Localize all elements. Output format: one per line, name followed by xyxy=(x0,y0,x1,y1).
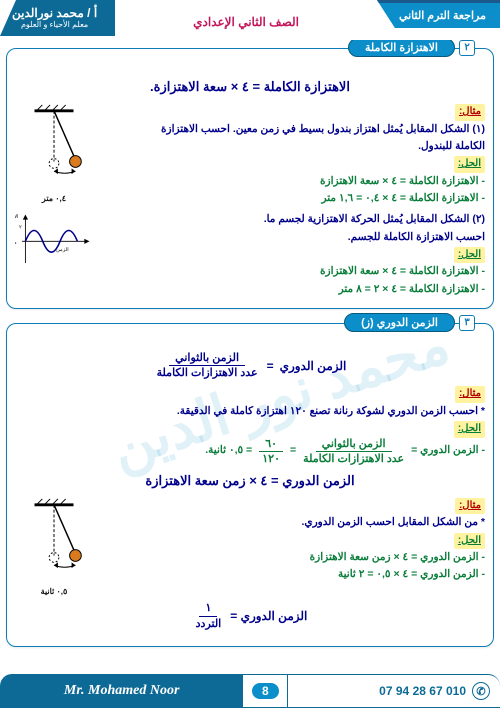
zero-label: صفر xyxy=(15,240,17,246)
solution-line: - الاهتزازة الكاملة = ٤ × ٢ = ٨ متر xyxy=(99,281,485,298)
review-label: مراجعة الترم الثاني xyxy=(399,9,486,22)
example-line: * احسب الزمن الدوري لشوكة رنانة تصنع ١٢٠… xyxy=(15,403,485,420)
example-block: مثال: xyxy=(99,103,485,121)
review-tab: مراجعة الترم الثاني xyxy=(377,0,500,28)
content-area: ٢ الاهتزازة الكاملة الاهتزازة الكاملة = … xyxy=(0,40,500,667)
phone-number: 010 67 28 94 07 xyxy=(379,684,466,698)
grade-label: الصف الثاني الإعدادي xyxy=(115,0,377,40)
solution-block: الحل: xyxy=(99,532,485,550)
main-formula: الاهتزازة الكاملة = ٤ × سعة الاهتزازة. xyxy=(15,79,485,95)
section-tab: ٣ الزمن الدوري (ز) xyxy=(344,313,475,332)
solution-tag: الحل: xyxy=(454,533,485,550)
section-number: ٣ xyxy=(459,315,475,331)
phone-icon: ✆ xyxy=(472,682,490,700)
section-number: ٢ xyxy=(459,40,475,56)
solution-line: - الزمن الدوري = ٤ × ٠,٥ = ٢ ثانية xyxy=(99,566,485,583)
footer-phone-box: ✆ 010 67 28 94 07 xyxy=(287,674,500,708)
wave-icon: الإزاحة الزمن ٢ صفر xyxy=(15,211,93,272)
pendulum-icon xyxy=(15,103,93,191)
axis-y-label: الإزاحة xyxy=(15,214,18,220)
example-line: * من الشكل المقابل احسب الزمن الدوري. xyxy=(99,514,485,531)
page-number: 8 xyxy=(252,683,279,699)
section-title: الاهتزازة الكاملة xyxy=(348,40,455,57)
solution-tag: الحل: xyxy=(454,421,485,438)
sol-result: = ٠,٥ ثانية. xyxy=(205,442,252,459)
tick-label: ٢ xyxy=(19,225,22,231)
formula-2: الزمن الدوري = ٤ × زمن سعة الاهتزازة xyxy=(15,473,485,489)
example-line: (٢) الشكل المقابل يُمثل الحركة الاهتزازي… xyxy=(99,211,485,228)
author-name: Mr. Mohamed Noor xyxy=(0,674,243,708)
solution-line: - الاهتزازة الكاملة = ٤ × ٠,٤ = ١,٦ متر xyxy=(99,190,485,207)
section-title: الزمن الدوري (ز) xyxy=(344,313,455,332)
teacher-name: أ / محمد نورالدين xyxy=(12,6,97,20)
example-line: الكاملة للبندول. xyxy=(99,138,485,155)
example-line: احسب الاهتزازة الكاملة للجسم. xyxy=(99,229,485,246)
wave-figure: الإزاحة الزمن ٢ صفر xyxy=(15,211,93,275)
solution-line: - الاهتزازة الكاملة = ٤ × سعة الاهتزازة xyxy=(99,173,485,190)
formula-lhs: الزمن الدوري xyxy=(280,359,347,373)
example-line: (١) الشكل المقابل يُمثل اهتزاز بندول بسي… xyxy=(99,121,485,138)
formula-lhs: الزمن الدوري = xyxy=(230,609,307,623)
section-period: ٣ الزمن الدوري (ز) الزمن الدوري = الزمن … xyxy=(6,323,494,647)
period-formula: الزمن الدوري = الزمن بالثواني عدد الاهتز… xyxy=(15,352,485,379)
formula-fraction: الزمن بالثواني عدد الاهتزازات الكاملة xyxy=(157,352,258,379)
sol-prefix: - الزمن الدوري = xyxy=(411,442,485,459)
solution-block: الحل: xyxy=(15,420,485,438)
axis-x-label: الزمن xyxy=(56,247,69,253)
solution-equation: - الزمن الدوري = الزمن بالثواني عدد الاه… xyxy=(15,438,485,465)
page-footer: ✆ 010 67 28 94 07 8 Mr. Mohamed Noor xyxy=(0,674,500,708)
fraction: ١ التردد xyxy=(196,602,222,629)
solution-tag: الحل: xyxy=(454,247,485,264)
teacher-box: أ / محمد نورالدين معلم الأحياء و العلوم xyxy=(0,0,115,36)
figure-caption: ٠,٥ ثانية xyxy=(15,587,93,596)
example-block: مثال: xyxy=(99,497,485,515)
solution-block: الحل: xyxy=(99,155,485,173)
pendulum-icon xyxy=(15,497,93,585)
page-header: مراجعة الترم الثاني الصف الثاني الإعدادي… xyxy=(0,0,500,40)
example-tag: مثال: xyxy=(455,498,485,515)
example-tag: مثال: xyxy=(455,104,485,121)
page-number-box: 8 xyxy=(243,674,287,708)
figure-caption: ٠,٤ متر xyxy=(15,194,93,203)
teacher-subtitle: معلم الأحياء و العلوم xyxy=(21,20,88,30)
example-block: مثال: xyxy=(15,385,485,403)
fraction: الزمن بالثواني عدد الاهتزازات الكاملة xyxy=(303,438,404,465)
pendulum-figure: ٠,٤ متر xyxy=(15,103,93,203)
formula-3: الزمن الدوري = ١ التردد xyxy=(15,602,485,629)
section-tab: ٢ الاهتزازة الكاملة xyxy=(348,40,475,57)
example-tag: مثال: xyxy=(455,386,485,403)
solution-line: - الاهتزازة الكاملة = ٤ × سعة الاهتزازة xyxy=(99,263,485,280)
fraction-denominator: عدد الاهتزازات الكاملة xyxy=(157,366,258,379)
fraction-numerator: الزمن بالثواني xyxy=(169,352,245,366)
pendulum-figure-2: ٠,٥ ثانية xyxy=(15,497,93,597)
solution-block: الحل: xyxy=(99,246,485,264)
fraction: ٦٠ ١٢٠ xyxy=(259,438,283,465)
solution-line: - الزمن الدوري = ٤ × زمن سعة الاهتزازة xyxy=(99,549,485,566)
section-vibration: ٢ الاهتزازة الكاملة الاهتزازة الكاملة = … xyxy=(6,48,494,309)
solution-tag: الحل: xyxy=(454,156,485,173)
